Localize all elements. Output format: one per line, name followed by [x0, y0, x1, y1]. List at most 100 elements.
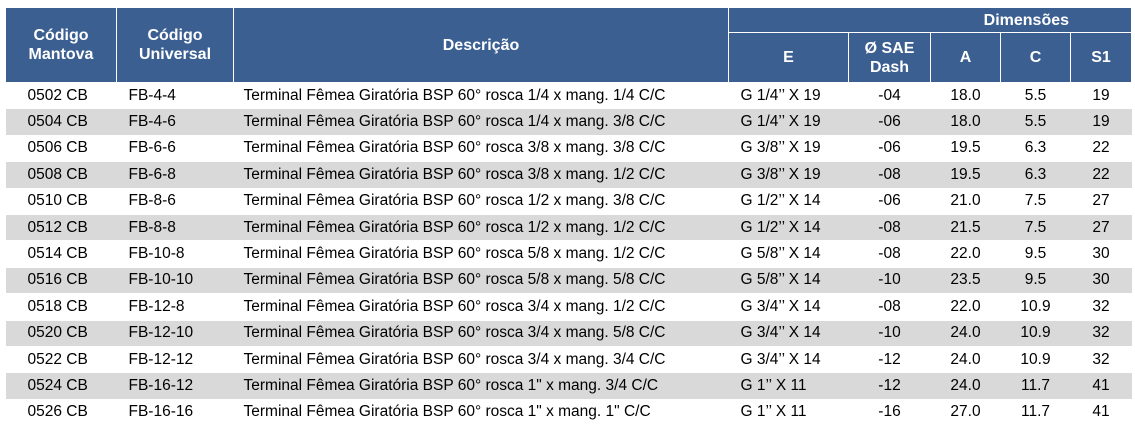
cell-sae-dash: -06: [848, 135, 931, 163]
cell-descricao: Terminal Fêmea Giratória BSP 60° rosca 3…: [233, 346, 729, 374]
cell-sae-dash: -08: [848, 161, 931, 189]
cell-a: 22.0: [930, 293, 1001, 321]
cell-c: 5.5: [1000, 82, 1071, 110]
cell-descricao: Terminal Fêmea Giratória BSP 60° rosca 3…: [233, 320, 729, 347]
cell-sae-dash: -06: [848, 108, 931, 136]
cell-c: 6.3: [1000, 161, 1071, 189]
cell-codigo-universal: FB-4-4: [116, 82, 234, 110]
cell-a: 27.0: [930, 399, 1001, 426]
cell-a: 24.0: [930, 372, 1001, 400]
cell-codigo-universal: FB-12-12: [116, 346, 234, 374]
cell-codigo-universal: FB-12-10: [116, 320, 234, 347]
header-codigo-universal: Código Universal: [116, 7, 234, 83]
table-row: 0518 CB FB-12-8 Terminal Fêmea Giratória B…: [5, 293, 1132, 321]
cell-c: 6.3: [1000, 135, 1071, 163]
cell-a: 19.5: [930, 135, 1001, 163]
cell-s1: 32: [1070, 293, 1132, 321]
cell-a: 18.0: [930, 108, 1001, 136]
table-row: 0516 CB FB-10-10 Terminal Fêmea Giratória …: [5, 267, 1132, 295]
table-row: 0522 CB FB-12-12 Terminal Fêmea Giratória …: [5, 346, 1132, 374]
cell-sae-dash: -16: [848, 399, 931, 426]
cell-a: 18.0: [930, 82, 1001, 110]
table-row: 0514 CB FB-10-8 Terminal Fêmea Giratória B…: [5, 240, 1132, 268]
cell-a: 21.0: [930, 188, 1001, 215]
cell-codigo-universal: FB-12-8: [116, 293, 234, 321]
cell-descricao: Terminal Fêmea Giratória BSP 60° rosca 1…: [233, 82, 729, 110]
cell-codigo-mantova: 0524 CB: [5, 372, 117, 400]
cell-e: G 1’’ X 11: [728, 399, 849, 426]
header-e: E: [728, 32, 849, 83]
cell-sae-dash: -08: [848, 214, 931, 242]
cell-codigo-universal: FB-6-8: [116, 161, 234, 189]
cell-c: 10.9: [1000, 320, 1071, 347]
cell-s1: 41: [1070, 372, 1132, 400]
cell-e: G 5/8’’ X 14: [728, 240, 849, 268]
cell-s1: 32: [1070, 320, 1132, 347]
table-row: 0508 CB FB-6-8 Terminal Fêmea Giratória BS…: [5, 161, 1132, 189]
cell-descricao: Terminal Fêmea Giratória BSP 60° rosca 3…: [233, 293, 729, 321]
cell-codigo-mantova: 0522 CB: [5, 346, 117, 374]
cell-e: G 3/4’’ X 14: [728, 320, 849, 347]
table-row: 0520 CB FB-12-10 Terminal Fêmea Giratória …: [5, 320, 1132, 347]
table-row: 0504 CB FB-4-6 Terminal Fêmea Giratória BS…: [5, 108, 1132, 136]
cell-codigo-universal: FB-16-16: [116, 399, 234, 426]
cell-e: G 1/4’’ X 19: [728, 82, 849, 110]
cell-c: 7.5: [1000, 214, 1071, 242]
header-codigo-mantova: Código Mantova: [5, 7, 117, 83]
cell-codigo-mantova: 0516 CB: [5, 267, 117, 295]
header-sae-dash: Ø SAE Dash: [848, 32, 931, 83]
table-row: 0524 CB FB-16-12 Terminal Fêmea Giratória …: [5, 372, 1132, 400]
cell-codigo-mantova: 0510 CB: [5, 188, 117, 215]
cell-e: G 3/4’’ X 14: [728, 293, 849, 321]
cell-a: 23.5: [930, 267, 1001, 295]
cell-codigo-universal: FB-6-6: [116, 135, 234, 163]
cell-a: 19.5: [930, 161, 1001, 189]
table-row: 0506 CB FB-6-6 Terminal Fêmea Giratória BS…: [5, 135, 1132, 163]
cell-e: G 1/2’’ X 14: [728, 188, 849, 215]
cell-codigo-universal: FB-8-6: [116, 188, 234, 215]
cell-s1: 32: [1070, 346, 1132, 374]
cell-e: G 1/2’’ X 14: [728, 214, 849, 242]
header-a: A: [930, 32, 1001, 83]
cell-descricao: Terminal Fêmea Giratória BSP 60° rosca 1…: [233, 399, 729, 426]
cell-c: 10.9: [1000, 346, 1071, 374]
cell-s1: 30: [1070, 267, 1132, 295]
cell-a: 21.5: [930, 214, 1001, 242]
cell-sae-dash: -10: [848, 320, 931, 347]
cell-a: 22.0: [930, 240, 1001, 268]
cell-e: G 1/4’’ X 19: [728, 108, 849, 136]
cell-e: G 3/4’’ X 14: [728, 346, 849, 374]
cell-s1: 22: [1070, 135, 1132, 163]
cell-sae-dash: -08: [848, 293, 931, 321]
cell-s1: 19: [1070, 108, 1132, 136]
cell-descricao: Terminal Fêmea Giratória BSP 60° rosca 5…: [233, 267, 729, 295]
table-row: 0510 CB FB-8-6 Terminal Fêmea Giratória BS…: [5, 188, 1132, 215]
table-row: 0502 CB FB-4-4 Terminal Fêmea Giratória BS…: [5, 82, 1132, 110]
cell-codigo-mantova: 0512 CB: [5, 214, 117, 242]
cell-s1: 19: [1070, 82, 1132, 110]
cell-codigo-mantova: 0504 CB: [5, 108, 117, 136]
cell-descricao: Terminal Fêmea Giratória BSP 60° rosca 3…: [233, 161, 729, 189]
cell-descricao: Terminal Fêmea Giratória BSP 60° rosca 1…: [233, 188, 729, 215]
cell-e: G 3/8’’ X 19: [728, 135, 849, 163]
cell-codigo-mantova: 0514 CB: [5, 240, 117, 268]
cell-codigo-mantova: 0506 CB: [5, 135, 117, 163]
cell-codigo-universal: FB-4-6: [116, 108, 234, 136]
cell-e: G 1’’ X 11: [728, 372, 849, 400]
table-row: 0526 CB FB-16-16 Terminal Fêmea Giratória …: [5, 399, 1132, 426]
cell-s1: 27: [1070, 188, 1132, 215]
cell-codigo-mantova: 0502 CB: [5, 82, 117, 110]
cell-sae-dash: -12: [848, 372, 931, 400]
cell-s1: 22: [1070, 161, 1132, 189]
cell-c: 7.5: [1000, 188, 1071, 215]
cell-codigo-universal: FB-16-12: [116, 372, 234, 400]
cell-codigo-mantova: 0518 CB: [5, 293, 117, 321]
cell-sae-dash: -08: [848, 240, 931, 268]
table-row: 0512 CB FB-8-8 Terminal Fêmea Giratória BS…: [5, 214, 1132, 242]
cell-c: 11.7: [1000, 399, 1071, 426]
header-s1: S1: [1069, 32, 1133, 83]
cell-codigo-universal: FB-10-8: [116, 240, 234, 268]
cell-c: 9.5: [1000, 267, 1071, 295]
cell-descricao: Terminal Fêmea Giratória BSP 60° rosca 1…: [233, 214, 729, 242]
header-dimensoes: Dimensões: [727, 7, 1133, 33]
